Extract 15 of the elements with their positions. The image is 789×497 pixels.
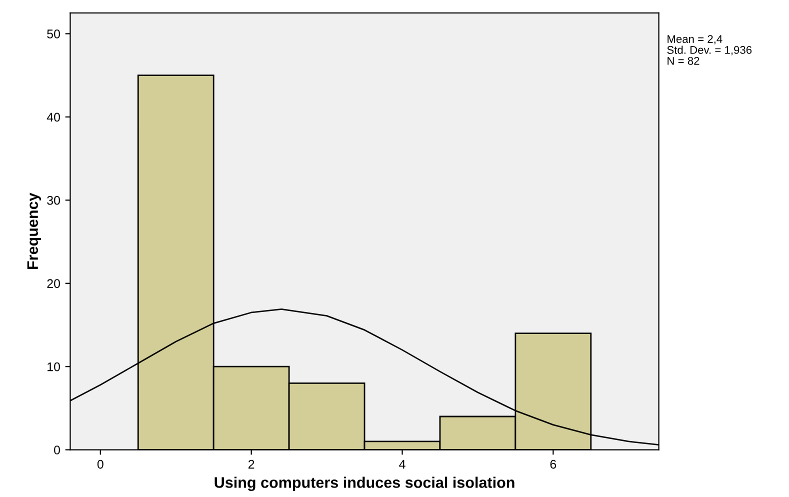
x-tick-label: 6 <box>550 460 556 469</box>
y-tick-label: 10 <box>48 362 60 372</box>
y-tick-label: 0 <box>54 446 60 454</box>
text: N = 82 <box>668 56 700 65</box>
y-tick-label: 20 <box>47 279 60 288</box>
x-tick-label: 0 <box>97 460 104 469</box>
x-axis-title: Using computers induces social isolation <box>214 476 514 492</box>
y-tick-label: 50 <box>47 30 60 38</box>
y-tick-label: 30 <box>47 196 60 205</box>
text: Std. Dev. = 1,936 <box>667 46 752 56</box>
x-tick-label: 4 <box>399 460 406 469</box>
x-tick-label: 2 <box>248 460 254 469</box>
y-tick-label: 40 <box>46 112 60 122</box>
y-axis-title: Frequency <box>27 192 42 269</box>
text: Mean = 2,4 <box>668 35 722 44</box>
